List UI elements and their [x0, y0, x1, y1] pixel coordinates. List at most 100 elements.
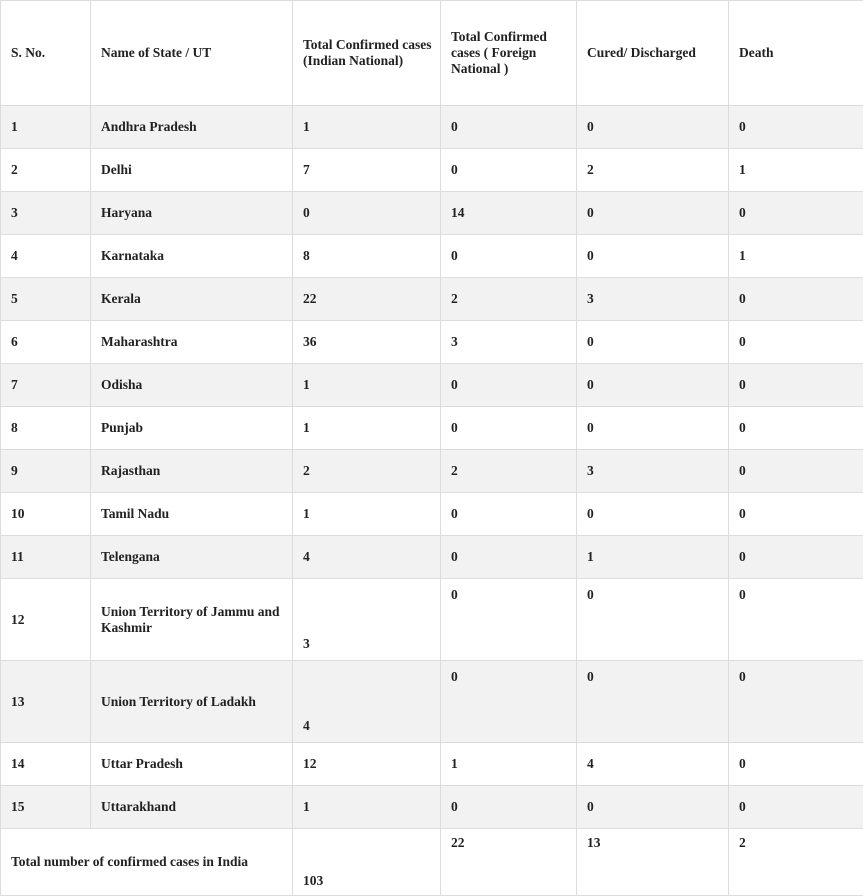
- count-cell: 1: [293, 786, 441, 829]
- count-cell: 0: [293, 192, 441, 235]
- column-header: Total Confirmed cases ( Foreign National…: [441, 1, 577, 106]
- count-cell: 0: [729, 407, 863, 450]
- count-cell: 0: [729, 743, 863, 786]
- count-cell: 1: [293, 493, 441, 536]
- state-name: Uttar Pradesh: [91, 743, 293, 786]
- count-cell: 0: [441, 661, 577, 743]
- state-name: Tamil Nadu: [91, 493, 293, 536]
- count-cell: 2: [441, 450, 577, 493]
- count-cell: 0: [729, 786, 863, 829]
- count-cell: 2: [441, 278, 577, 321]
- count-cell: 1: [441, 743, 577, 786]
- state-name: Maharashtra: [91, 321, 293, 364]
- count-cell: 0: [577, 106, 729, 149]
- count-cell: 2: [293, 450, 441, 493]
- serial-number: 10: [1, 493, 91, 536]
- serial-number: 7: [1, 364, 91, 407]
- state-name: Uttarakhand: [91, 786, 293, 829]
- count-cell: 0: [441, 786, 577, 829]
- state-name: Delhi: [91, 149, 293, 192]
- count-cell: 4: [293, 661, 441, 743]
- count-cell: 0: [729, 106, 863, 149]
- state-name: Kerala: [91, 278, 293, 321]
- count-cell: 0: [729, 579, 863, 661]
- count-cell: 0: [577, 321, 729, 364]
- count-cell: 0: [441, 579, 577, 661]
- state-name: Haryana: [91, 192, 293, 235]
- total-count: 2: [729, 829, 863, 896]
- serial-number: 8: [1, 407, 91, 450]
- count-cell: 0: [441, 235, 577, 278]
- state-name: Telengana: [91, 536, 293, 579]
- count-cell: 0: [729, 192, 863, 235]
- count-cell: 0: [729, 278, 863, 321]
- count-cell: 36: [293, 321, 441, 364]
- count-cell: 4: [293, 536, 441, 579]
- count-cell: 0: [441, 536, 577, 579]
- count-cell: 4: [577, 743, 729, 786]
- count-cell: 1: [729, 235, 863, 278]
- serial-number: 4: [1, 235, 91, 278]
- serial-number: 14: [1, 743, 91, 786]
- state-name: Punjab: [91, 407, 293, 450]
- serial-number: 11: [1, 536, 91, 579]
- count-cell: 0: [577, 235, 729, 278]
- total-count: 13: [577, 829, 729, 896]
- count-cell: 22: [293, 278, 441, 321]
- count-cell: 2: [577, 149, 729, 192]
- state-name: Rajasthan: [91, 450, 293, 493]
- serial-number: 12: [1, 579, 91, 661]
- column-header: Death: [729, 1, 863, 106]
- count-cell: 3: [577, 278, 729, 321]
- count-cell: 0: [729, 493, 863, 536]
- column-header: Cured/ Discharged: [577, 1, 729, 106]
- state-name: Union Territory of Jammu and Kashmir: [91, 579, 293, 661]
- count-cell: 0: [577, 579, 729, 661]
- count-cell: 0: [729, 536, 863, 579]
- count-cell: 0: [577, 493, 729, 536]
- total-count: 103: [293, 829, 441, 896]
- serial-number: 5: [1, 278, 91, 321]
- count-cell: 0: [441, 493, 577, 536]
- total-label: Total number of confirmed cases in India: [1, 829, 293, 896]
- count-cell: 0: [441, 149, 577, 192]
- column-header: S. No.: [1, 1, 91, 106]
- state-name: Odisha: [91, 364, 293, 407]
- count-cell: 1: [729, 149, 863, 192]
- count-cell: 0: [577, 192, 729, 235]
- serial-number: 1: [1, 106, 91, 149]
- serial-number: 6: [1, 321, 91, 364]
- serial-number: 9: [1, 450, 91, 493]
- count-cell: 1: [577, 536, 729, 579]
- serial-number: 3: [1, 192, 91, 235]
- state-name: Andhra Pradesh: [91, 106, 293, 149]
- state-name: Karnataka: [91, 235, 293, 278]
- count-cell: 0: [729, 364, 863, 407]
- serial-number: 13: [1, 661, 91, 743]
- count-cell: 0: [729, 450, 863, 493]
- count-cell: 0: [577, 364, 729, 407]
- count-cell: 0: [729, 321, 863, 364]
- count-cell: 0: [729, 661, 863, 743]
- count-cell: 7: [293, 149, 441, 192]
- count-cell: 14: [441, 192, 577, 235]
- state-name: Union Territory of Ladakh: [91, 661, 293, 743]
- count-cell: 0: [441, 407, 577, 450]
- count-cell: 0: [577, 786, 729, 829]
